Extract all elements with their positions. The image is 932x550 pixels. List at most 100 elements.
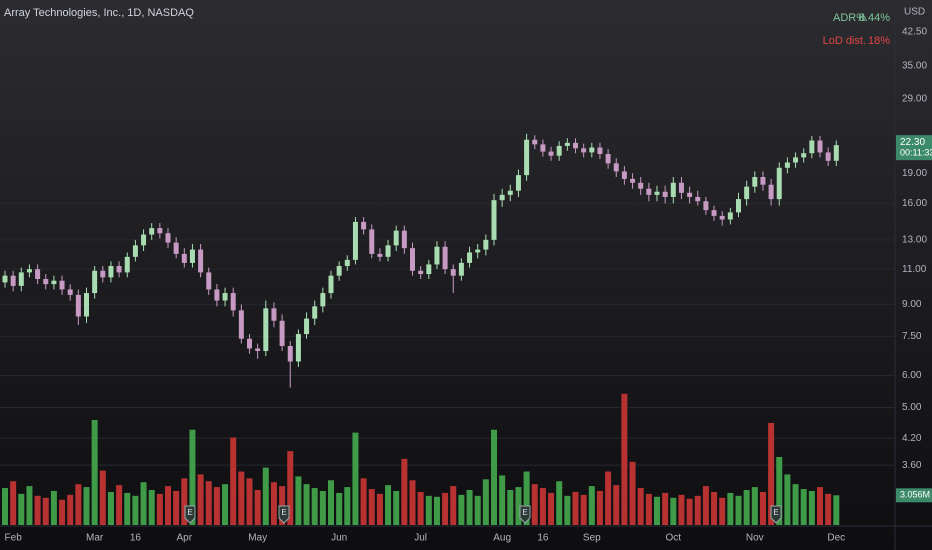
candle-body — [678, 182, 684, 193]
volume-bar — [91, 420, 98, 525]
candle-body — [515, 175, 521, 191]
candle-body — [222, 293, 228, 301]
candle-body — [776, 167, 782, 200]
earnings-letter: E — [281, 508, 286, 517]
candle-body — [279, 320, 285, 346]
volume-bar — [287, 451, 294, 525]
volume-bar — [344, 487, 351, 525]
volume-bar — [18, 493, 25, 525]
x-tick-label: Jul — [414, 533, 427, 544]
x-tick-label: Oct — [666, 533, 682, 544]
candle-body — [605, 154, 611, 164]
volume-bar — [702, 486, 709, 525]
volume-bar — [523, 471, 530, 525]
volume-bar — [751, 487, 758, 525]
candle-body — [784, 162, 790, 168]
candle-body — [548, 151, 554, 156]
candle-body — [43, 279, 49, 285]
volume-bar — [385, 485, 392, 525]
candle-body — [141, 234, 147, 246]
volume-bar — [515, 487, 522, 525]
volume-bar — [605, 471, 612, 525]
y-tick-label: 19.00 — [902, 168, 927, 179]
volume-bar — [662, 492, 669, 525]
candle-body — [312, 306, 318, 319]
volume-bar — [148, 490, 155, 525]
volume-bar — [433, 496, 440, 525]
y-tick-label: 6.00 — [902, 370, 922, 381]
volume-bar — [352, 432, 359, 525]
x-tick-label: Nov — [746, 533, 764, 544]
candle-body — [540, 144, 546, 152]
candle-body — [491, 200, 497, 240]
candle-body — [165, 233, 171, 243]
volume-bar — [719, 497, 726, 525]
last-volume-label: 3.056M — [900, 490, 930, 500]
x-tick-label: Dec — [827, 533, 845, 544]
candle-body — [198, 249, 204, 273]
candle-body — [230, 293, 236, 311]
volume-bar — [409, 480, 416, 525]
volume-bar — [50, 490, 57, 525]
x-tick-label: 16 — [130, 533, 142, 544]
earnings-icon[interactable] — [184, 505, 196, 524]
volume-bar — [645, 493, 652, 525]
volume-bar — [531, 484, 538, 525]
candle-body — [84, 293, 89, 317]
volume-bar — [629, 461, 636, 525]
candle-body — [589, 147, 595, 153]
volume-bar — [360, 478, 367, 525]
candle-body — [287, 345, 293, 362]
volume-bar — [711, 491, 718, 525]
candle-body — [630, 178, 636, 183]
y-tick-label: 3.60 — [902, 460, 922, 471]
volume-bar — [580, 494, 587, 525]
volume-bar — [759, 491, 766, 525]
candle-body — [10, 275, 16, 286]
volume-bar — [311, 488, 318, 525]
volume-bar — [26, 486, 33, 525]
candle-body — [638, 182, 644, 189]
candle-body — [92, 270, 98, 294]
y-tick-label: 11.00 — [902, 264, 927, 275]
earnings-icon[interactable] — [519, 505, 531, 524]
volume-bar — [107, 491, 114, 525]
y-tick-label: 35.00 — [902, 61, 927, 72]
indicator-name: ADR% — [833, 12, 866, 24]
candle-body — [597, 147, 603, 155]
y-tick-label: 13.00 — [902, 234, 927, 245]
candle-body — [499, 194, 505, 201]
candle-body — [263, 308, 269, 352]
candle-body — [646, 188, 652, 195]
candle-body — [410, 248, 415, 271]
x-tick-label: Jun — [331, 533, 347, 544]
volume-bar — [75, 484, 82, 525]
candle-body — [247, 338, 252, 349]
volume-bar — [132, 495, 139, 525]
earnings-icon[interactable] — [278, 505, 290, 524]
volume-bar — [727, 492, 734, 525]
volume-bar — [10, 481, 17, 525]
candle-body — [352, 221, 358, 260]
volume-bar — [189, 429, 196, 525]
candle-body — [2, 275, 8, 283]
candle-body — [75, 294, 81, 317]
candle-body — [271, 308, 277, 321]
x-tick-label: Mar — [86, 533, 104, 544]
volume-bar — [2, 488, 8, 525]
volume-bar — [588, 486, 595, 525]
candle-body — [573, 142, 578, 149]
candle-body — [369, 229, 375, 254]
volume-bar — [784, 474, 791, 525]
volume-bar — [507, 490, 514, 525]
volume-bar — [181, 478, 188, 525]
volume-bar — [792, 484, 799, 525]
indicator-value: 8.44% — [859, 12, 890, 24]
candle-body — [752, 176, 758, 187]
volume-bar — [572, 491, 579, 525]
candle-body — [621, 171, 627, 179]
volume-bar — [678, 494, 685, 525]
earnings-icon[interactable] — [770, 505, 782, 524]
volume-bar — [368, 489, 375, 525]
candle-body — [157, 228, 163, 234]
